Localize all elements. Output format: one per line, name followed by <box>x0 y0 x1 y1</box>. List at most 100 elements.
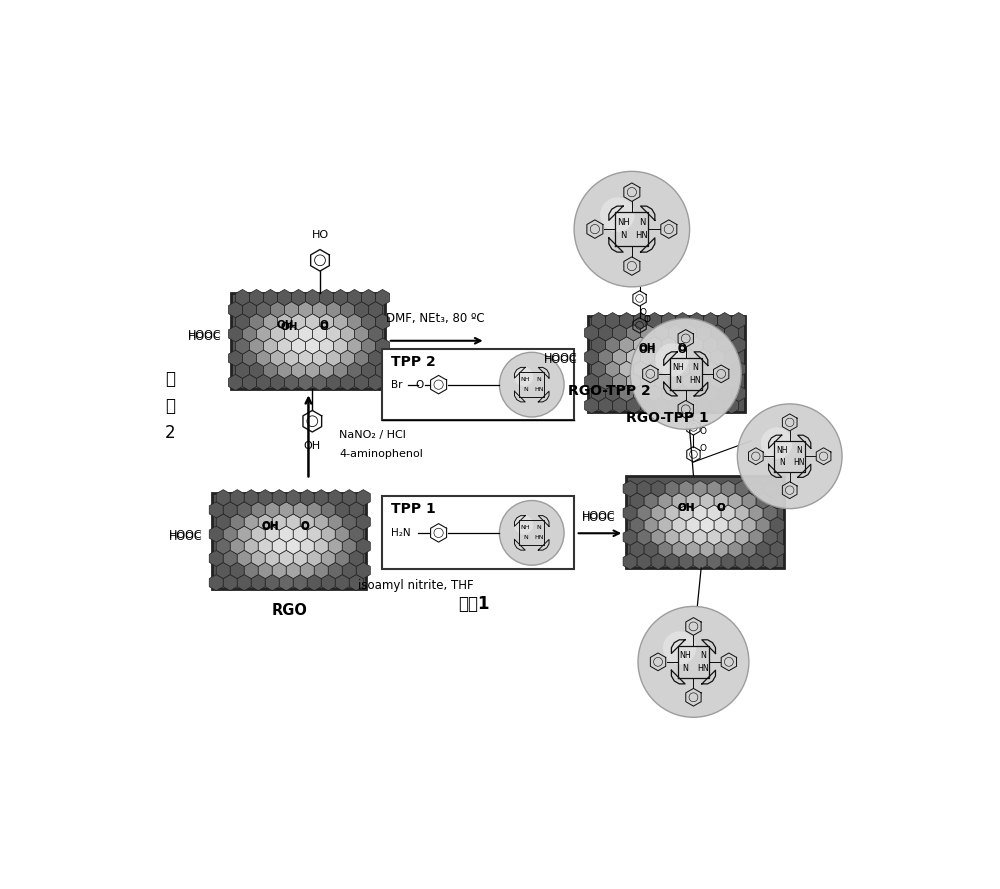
Polygon shape <box>292 362 306 379</box>
Text: O: O <box>699 427 706 436</box>
Bar <box>382 349 574 420</box>
Text: HOOC: HOOC <box>188 332 221 342</box>
Polygon shape <box>293 550 307 566</box>
Polygon shape <box>321 574 335 590</box>
Polygon shape <box>613 324 627 340</box>
Text: NH: NH <box>521 377 530 382</box>
Polygon shape <box>278 314 292 330</box>
Polygon shape <box>355 301 369 317</box>
Polygon shape <box>613 397 627 413</box>
Text: N: N <box>683 664 688 673</box>
Circle shape <box>514 367 533 386</box>
Polygon shape <box>355 350 369 366</box>
Polygon shape <box>293 574 307 590</box>
Polygon shape <box>655 348 669 365</box>
Polygon shape <box>342 490 356 506</box>
Polygon shape <box>249 290 263 306</box>
Polygon shape <box>235 362 249 379</box>
Polygon shape <box>732 385 746 402</box>
Polygon shape <box>369 301 383 317</box>
Polygon shape <box>676 361 690 377</box>
Polygon shape <box>279 550 293 566</box>
Polygon shape <box>314 538 328 555</box>
Polygon shape <box>228 301 242 317</box>
Polygon shape <box>763 553 777 570</box>
Polygon shape <box>599 348 613 365</box>
Polygon shape <box>376 290 390 306</box>
Text: 路: 路 <box>165 370 175 388</box>
Polygon shape <box>655 324 669 340</box>
Polygon shape <box>285 374 299 390</box>
Polygon shape <box>265 501 279 518</box>
Text: O: O <box>699 444 706 453</box>
Polygon shape <box>237 550 251 566</box>
Polygon shape <box>697 324 711 340</box>
Polygon shape <box>665 529 679 545</box>
Polygon shape <box>300 538 314 555</box>
Polygon shape <box>342 563 356 579</box>
Circle shape <box>574 172 690 287</box>
Polygon shape <box>711 324 725 340</box>
Polygon shape <box>235 290 249 306</box>
Polygon shape <box>620 385 634 402</box>
Circle shape <box>638 606 749 717</box>
Polygon shape <box>223 501 237 518</box>
Polygon shape <box>585 373 599 389</box>
Polygon shape <box>321 550 335 566</box>
Polygon shape <box>355 374 369 390</box>
Text: O: O <box>300 522 309 533</box>
Text: N: N <box>700 651 706 660</box>
Polygon shape <box>320 314 334 330</box>
Polygon shape <box>334 338 348 354</box>
Polygon shape <box>718 385 732 402</box>
Polygon shape <box>721 505 735 521</box>
Polygon shape <box>376 338 390 354</box>
Text: OH: OH <box>304 441 321 452</box>
Polygon shape <box>655 397 669 413</box>
FancyBboxPatch shape <box>588 316 745 412</box>
Polygon shape <box>369 326 383 342</box>
Polygon shape <box>637 529 651 545</box>
Text: HOOC: HOOC <box>544 355 577 365</box>
Text: N: N <box>692 363 698 372</box>
Text: HO: HO <box>311 230 329 240</box>
Polygon shape <box>606 385 620 402</box>
Polygon shape <box>749 553 763 570</box>
Polygon shape <box>697 373 711 389</box>
Text: RGO: RGO <box>271 603 307 618</box>
Text: OH: OH <box>639 345 656 355</box>
Polygon shape <box>285 350 299 366</box>
Polygon shape <box>592 337 606 353</box>
Polygon shape <box>362 362 376 379</box>
Polygon shape <box>763 529 777 545</box>
Text: N: N <box>779 458 785 467</box>
Polygon shape <box>623 505 637 521</box>
Polygon shape <box>356 490 370 506</box>
Polygon shape <box>665 553 679 570</box>
Polygon shape <box>244 563 258 579</box>
Polygon shape <box>235 314 249 330</box>
Polygon shape <box>209 501 223 518</box>
Text: HN: HN <box>534 535 544 541</box>
Polygon shape <box>242 301 256 317</box>
Text: RGO-TPP 2: RGO-TPP 2 <box>568 384 651 397</box>
Polygon shape <box>265 574 279 590</box>
Text: HN: HN <box>635 231 648 240</box>
Polygon shape <box>307 501 321 518</box>
Polygon shape <box>230 538 244 555</box>
Polygon shape <box>770 517 784 533</box>
Text: OH: OH <box>261 521 279 531</box>
Polygon shape <box>630 517 644 533</box>
Polygon shape <box>648 337 662 353</box>
Polygon shape <box>742 493 756 509</box>
Polygon shape <box>662 385 676 402</box>
Polygon shape <box>258 514 272 530</box>
Text: N: N <box>796 445 802 454</box>
Polygon shape <box>249 338 263 354</box>
Polygon shape <box>313 326 327 342</box>
Polygon shape <box>648 385 662 402</box>
Polygon shape <box>641 373 655 389</box>
Polygon shape <box>627 348 641 365</box>
Text: RGO-TPP 1: RGO-TPP 1 <box>626 411 709 425</box>
Polygon shape <box>613 348 627 365</box>
